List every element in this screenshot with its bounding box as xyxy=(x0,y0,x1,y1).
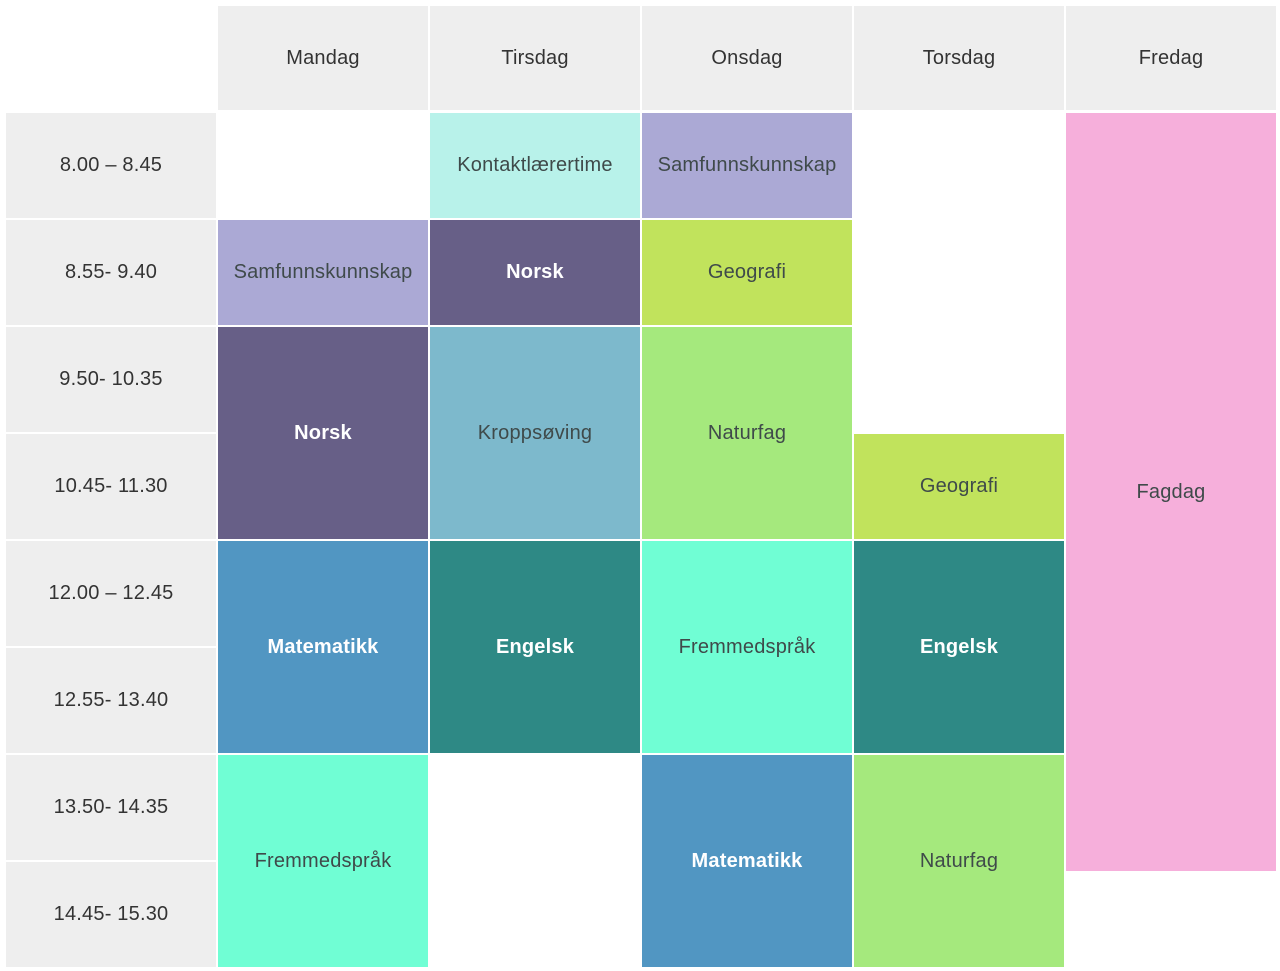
lesson-naturfag[interactable]: Naturfag xyxy=(642,327,852,539)
lesson-naturfag[interactable]: Naturfag xyxy=(854,755,1064,967)
lesson-kontaktl-rertime[interactable]: Kontaktlærertime xyxy=(430,113,640,218)
day-header-onsdag: Onsdag xyxy=(642,6,852,110)
lesson-fremmedspr-k[interactable]: Fremmedspråk xyxy=(642,541,852,753)
time-slot: 10.45- 11.30 xyxy=(6,434,216,539)
day-header-torsdag: Torsdag xyxy=(854,6,1064,110)
lesson-engelsk[interactable]: Engelsk xyxy=(854,541,1064,753)
time-slot: 12.00 – 12.45 xyxy=(6,541,216,646)
lesson-geografi[interactable]: Geografi xyxy=(854,434,1064,539)
lesson-matematikk[interactable]: Matematikk xyxy=(218,541,428,753)
time-slot: 14.45- 15.30 xyxy=(6,862,216,967)
day-header-mandag: Mandag xyxy=(218,6,428,110)
time-slot: 8.00 – 8.45 xyxy=(6,113,216,218)
lesson-geografi[interactable]: Geografi xyxy=(642,220,852,325)
time-slot: 9.50- 10.35 xyxy=(6,327,216,432)
lesson-samfunnskunnskap[interactable]: Samfunnskunnskap xyxy=(642,113,852,218)
time-slot: 8.55- 9.40 xyxy=(6,220,216,325)
lesson-kropps-ving[interactable]: Kroppsøving xyxy=(430,327,640,539)
lesson-matematikk[interactable]: Matematikk xyxy=(642,755,852,967)
lesson-engelsk[interactable]: Engelsk xyxy=(430,541,640,753)
day-header-fredag: Fredag xyxy=(1066,6,1276,110)
lesson-samfunnskunnskap[interactable]: Samfunnskunnskap xyxy=(218,220,428,325)
lesson-norsk[interactable]: Norsk xyxy=(218,327,428,539)
lesson-norsk[interactable]: Norsk xyxy=(430,220,640,325)
day-header-tirsdag: Tirsdag xyxy=(430,6,640,110)
time-slot: 12.55- 13.40 xyxy=(6,648,216,753)
time-slot: 13.50- 14.35 xyxy=(6,755,216,860)
lesson-fagdag[interactable]: Fagdag xyxy=(1066,113,1276,871)
lesson-fremmedspr-k[interactable]: Fremmedspråk xyxy=(218,755,428,967)
